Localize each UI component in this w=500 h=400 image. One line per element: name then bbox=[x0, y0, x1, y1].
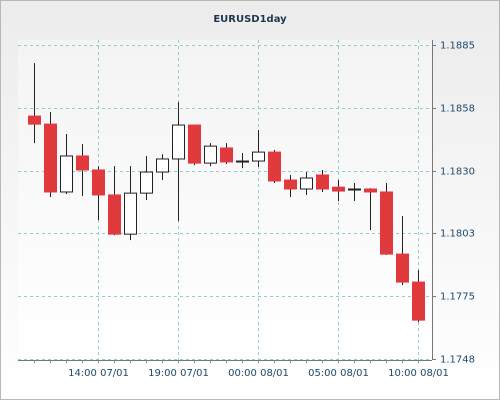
x-tick-label: 05:00 08/01 bbox=[308, 368, 369, 379]
candle-down bbox=[380, 191, 393, 255]
y-tick-label: 1.1775 bbox=[440, 292, 475, 303]
candle-down bbox=[76, 155, 89, 171]
candle-down bbox=[284, 179, 297, 190]
candle-up bbox=[124, 192, 137, 235]
candle-up bbox=[156, 158, 169, 173]
y-tick-label: 1.1858 bbox=[440, 104, 475, 115]
candle-down bbox=[412, 281, 425, 321]
plot-area bbox=[18, 40, 432, 360]
candle-down bbox=[28, 115, 41, 125]
x-tick-label: 10:00 08/01 bbox=[388, 368, 449, 379]
y-tick-label: 1.1748 bbox=[440, 355, 475, 366]
chart-title: EURUSD1day bbox=[213, 14, 287, 25]
y-tick-label: 1.1803 bbox=[440, 229, 475, 240]
candle-down bbox=[188, 124, 201, 164]
candle-up bbox=[236, 160, 249, 163]
candle-down bbox=[268, 151, 281, 182]
candle-up bbox=[140, 171, 153, 194]
x-tick-label: 14:00 07/01 bbox=[68, 368, 129, 379]
candle-up bbox=[300, 177, 313, 190]
candle-up bbox=[252, 151, 265, 162]
candle-down bbox=[364, 188, 377, 193]
x-tick-label: 19:00 07/01 bbox=[148, 368, 209, 379]
x-tick-label: 00:00 08/01 bbox=[228, 368, 289, 379]
y-tick-label: 1.1830 bbox=[440, 167, 475, 178]
candle-down bbox=[332, 186, 345, 192]
candle-up bbox=[172, 124, 185, 160]
candle-up bbox=[348, 188, 361, 191]
y-tick-label: 1.1885 bbox=[440, 41, 475, 52]
candle-up bbox=[204, 145, 217, 164]
candle-up bbox=[60, 155, 73, 193]
candle-down bbox=[92, 169, 105, 196]
plot: 1.1748 1.1775 1.1803 1.1830 1.1858 1.1885 14:0… bbox=[18, 40, 475, 379]
candle-down bbox=[220, 147, 233, 163]
candle-down bbox=[316, 174, 329, 190]
candle-down bbox=[44, 123, 57, 193]
candle-down bbox=[396, 253, 409, 283]
candle-down bbox=[108, 194, 121, 235]
